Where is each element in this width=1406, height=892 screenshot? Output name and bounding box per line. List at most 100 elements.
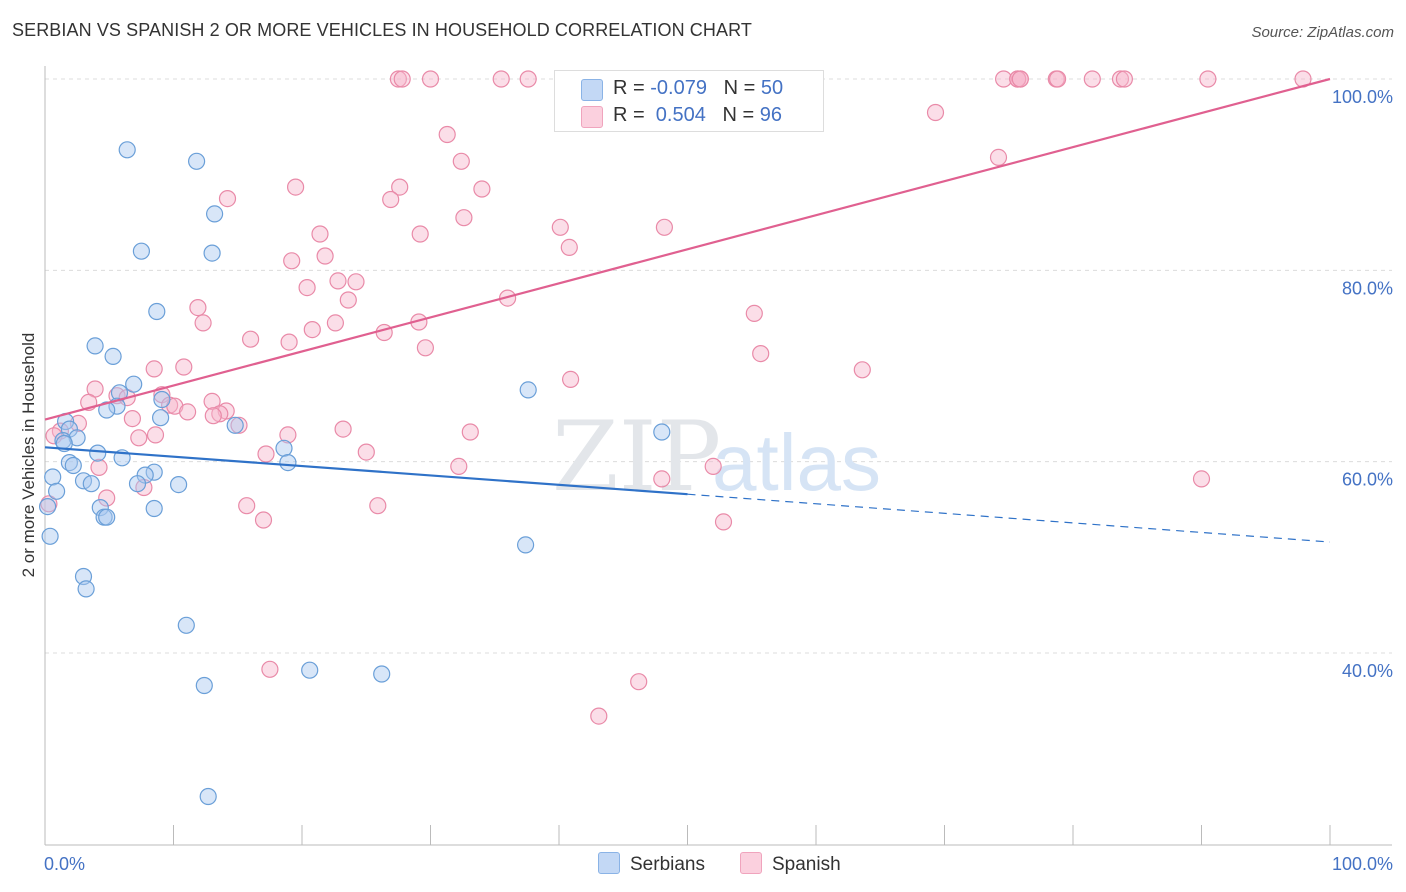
serbians-point xyxy=(226,416,244,434)
y-axis-label: 2 or more Vehicles in Household xyxy=(19,333,38,578)
spanish-point xyxy=(519,70,537,88)
serbians-point xyxy=(301,661,319,679)
serbians-point xyxy=(89,444,107,462)
spanish-point xyxy=(238,497,256,515)
spanish-point xyxy=(492,70,510,88)
serbians-point xyxy=(373,665,391,683)
legend-label: Serbians xyxy=(630,854,705,875)
spanish-point xyxy=(653,470,671,488)
spanish-point xyxy=(145,360,163,378)
serbians-point xyxy=(516,536,535,554)
serbians-point xyxy=(47,482,66,500)
serbians-point xyxy=(91,499,109,517)
spanish-point xyxy=(316,247,334,265)
spanish-point xyxy=(393,70,411,88)
serbians-point xyxy=(203,244,221,262)
n-value: 96 xyxy=(759,104,783,126)
spanish-point xyxy=(1111,70,1130,88)
spanish-point xyxy=(561,370,580,388)
spanish-point xyxy=(752,345,770,363)
stats-row-serbians: R = -0.079 N = 50 xyxy=(555,75,823,103)
spanish-point xyxy=(1192,470,1211,488)
serbians-point xyxy=(125,375,143,393)
serbians-point xyxy=(77,580,95,598)
spanish-point xyxy=(98,489,116,507)
spanish-point xyxy=(1083,70,1101,88)
spanish-point xyxy=(146,426,165,444)
serbians-point xyxy=(148,302,166,321)
spanish-point xyxy=(382,190,400,209)
spanish-point xyxy=(257,445,275,463)
spanish-point xyxy=(438,125,456,144)
spanish-swatch xyxy=(581,106,603,128)
serbians-point xyxy=(206,205,224,223)
serbians-swatch xyxy=(581,79,603,101)
spanish-point xyxy=(1199,70,1217,88)
stats-legend: R = -0.079 N = 50 R = 0.504 N = 96 xyxy=(554,70,824,132)
spanish-point xyxy=(218,190,237,208)
spanish-point xyxy=(714,513,733,531)
serbians-point xyxy=(98,508,116,526)
spanish-point xyxy=(1048,70,1067,88)
spanish-point xyxy=(279,426,297,444)
trend-lines xyxy=(44,77,1331,543)
spanish-point xyxy=(853,361,871,379)
serbians-trend-extension xyxy=(687,493,1331,543)
spanish-point xyxy=(375,323,393,342)
spanish-point xyxy=(745,304,763,322)
serbians-point xyxy=(118,141,136,159)
serbians-point xyxy=(177,616,195,634)
spanish-point xyxy=(551,218,569,236)
x-tick-label: 0.0% xyxy=(44,854,85,874)
spanish-point xyxy=(261,660,279,678)
data-points xyxy=(38,70,1312,806)
spanish-point xyxy=(280,333,298,351)
serbians-point xyxy=(199,787,217,806)
y-tick-label: 60.0% xyxy=(1342,470,1393,490)
spanish-point xyxy=(69,414,88,432)
legend-item-serbians: Serbians xyxy=(598,852,705,876)
spanish-point xyxy=(329,272,347,290)
spanish-point xyxy=(391,178,409,196)
spanish-point xyxy=(389,70,407,88)
serbians-point xyxy=(195,676,213,695)
spanish-trend-line xyxy=(44,77,1331,421)
serbians-point xyxy=(41,527,59,545)
spanish-point xyxy=(189,299,207,317)
serbians-point xyxy=(170,476,188,494)
spanish-point xyxy=(926,103,945,122)
legend-label: Spanish xyxy=(772,854,841,875)
legend-item-spanish: Spanish xyxy=(740,852,841,876)
spanish-point xyxy=(242,330,260,348)
serbians-point xyxy=(152,409,170,427)
y-tick-label: 80.0% xyxy=(1342,278,1393,298)
serbians-point xyxy=(653,423,671,441)
watermark-atlas: atlas xyxy=(712,418,881,507)
serbians-point xyxy=(519,381,537,399)
serbians-trend-line xyxy=(44,446,688,496)
spanish-point xyxy=(590,707,608,725)
spanish-point xyxy=(416,339,434,357)
spanish-legend-swatch xyxy=(740,852,762,874)
serbians-legend-swatch xyxy=(598,852,620,874)
spanish-point xyxy=(989,148,1008,166)
spanish-point xyxy=(450,457,468,475)
x-tick-label: 100.0% xyxy=(1332,854,1393,874)
spanish-point xyxy=(130,429,148,447)
r-label: R = xyxy=(613,104,651,126)
n-label: N = xyxy=(723,77,761,99)
serbians-point xyxy=(82,475,100,493)
spanish-point xyxy=(123,410,141,428)
spanish-point xyxy=(411,225,429,243)
y-tick-label: 100.0% xyxy=(1332,87,1393,107)
serbians-point xyxy=(132,242,150,260)
spanish-point xyxy=(334,420,352,438)
spanish-point xyxy=(630,673,648,691)
serbians-point xyxy=(38,498,57,516)
spanish-point xyxy=(283,252,301,270)
spanish-point xyxy=(211,405,229,423)
serbians-point xyxy=(275,439,293,457)
stats-row-spanish: R = 0.504 N = 96 xyxy=(555,102,823,130)
spanish-point xyxy=(287,178,305,196)
